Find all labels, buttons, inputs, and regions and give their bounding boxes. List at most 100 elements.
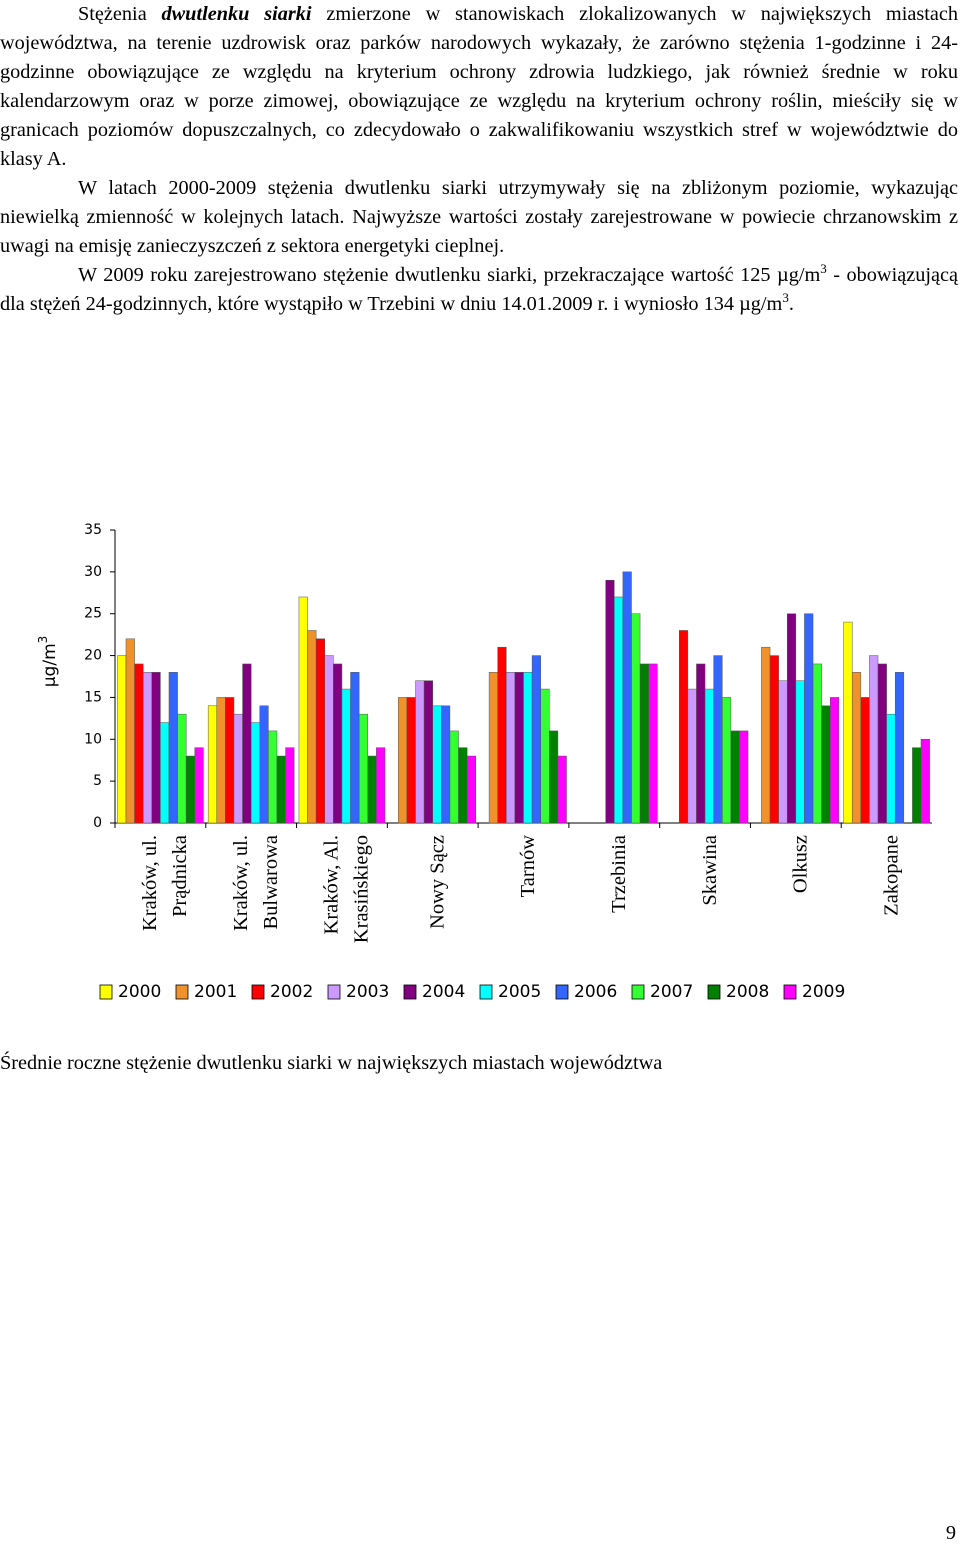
x-tick-label: Olkusz — [790, 835, 812, 893]
y-axis-label: µg/m3 — [36, 636, 61, 688]
legend-swatch — [783, 984, 797, 1000]
bar — [350, 672, 360, 824]
paragraph: W 2009 roku zarejestrowano stężenie dwut… — [0, 261, 958, 319]
x-tick-label: Kraków, ul. — [230, 835, 252, 931]
bar — [358, 713, 368, 824]
legend-label: 2005 — [498, 982, 541, 1002]
bar — [622, 571, 632, 824]
bar — [795, 680, 805, 824]
bar — [786, 613, 797, 824]
legend-label: 2006 — [574, 982, 617, 1002]
bar — [549, 730, 559, 824]
bar — [376, 747, 386, 824]
bar — [497, 646, 507, 824]
bar — [506, 672, 516, 824]
bar — [466, 755, 476, 824]
bar — [829, 697, 840, 824]
bar — [134, 663, 144, 824]
bar — [877, 663, 887, 824]
bar — [540, 688, 550, 824]
paragraph: Stężenia dwutlenku siarki zmierzone w st… — [0, 0, 958, 174]
legend-swatch — [555, 984, 569, 1000]
bar — [639, 663, 649, 824]
bar — [605, 579, 615, 824]
legend-label: 2003 — [346, 982, 389, 1002]
x-tick-label: Skawina — [699, 835, 721, 906]
bar — [307, 630, 317, 824]
legend-label: 2004 — [422, 982, 465, 1002]
bar — [843, 621, 853, 824]
bar — [531, 655, 541, 824]
text-run: . — [788, 293, 794, 315]
bar — [333, 663, 343, 824]
bar — [160, 722, 170, 824]
bar — [614, 596, 624, 824]
bar — [722, 697, 732, 824]
bar — [432, 705, 442, 824]
bar — [687, 688, 697, 824]
y-tick-label: 15 — [84, 689, 102, 705]
bar — [250, 722, 261, 824]
bar — [233, 713, 243, 824]
bar — [488, 672, 498, 824]
x-tick-label: Krasińskiego — [351, 835, 373, 943]
y-tick-label: 30 — [84, 564, 102, 580]
chart: 0 5 10 15 20 25 30 35 µg/m3 Kraków, ul. Prądnicka K… — [36, 522, 932, 1002]
bar — [259, 705, 269, 824]
legend-swatch — [707, 984, 721, 1000]
bar — [648, 663, 658, 824]
bar — [631, 613, 641, 824]
legend-swatch — [99, 984, 113, 1000]
y-tick-label: 35 — [84, 522, 102, 538]
bar — [441, 705, 451, 824]
bar — [276, 755, 286, 824]
bar — [523, 672, 533, 824]
bar — [778, 680, 788, 824]
legend-label: 2000 — [118, 982, 161, 1002]
bar — [142, 672, 153, 824]
bar — [713, 655, 723, 824]
superscript: 3 — [820, 261, 827, 277]
y-tick-label: 0 — [93, 815, 102, 831]
y-axis-label-text: µg/m — [40, 643, 60, 687]
bar — [194, 747, 204, 824]
bar — [298, 596, 308, 824]
paragraph: W latach 2000-2009 stężenia dwutlenku si… — [0, 174, 958, 261]
x-tick-label: Tarnów — [517, 835, 539, 898]
bar — [886, 713, 896, 824]
bar — [216, 697, 226, 824]
bar — [860, 697, 870, 824]
bar — [514, 672, 524, 824]
text-run: W 2009 roku zarejestrowano stężenie dwut… — [78, 264, 821, 286]
legend-label: 2008 — [726, 982, 769, 1002]
bar — [696, 663, 706, 824]
body-text: Stężenia dwutlenku siarki zmierzone w st… — [0, 0, 958, 319]
bar — [869, 655, 879, 824]
bar — [679, 630, 689, 824]
bar — [185, 755, 196, 824]
y-axis-label-sup: 3 — [36, 636, 50, 644]
bar — [704, 688, 714, 824]
x-tick-label: Nowy Sącz — [426, 835, 448, 929]
x-tick-label: Zakopane — [880, 835, 902, 916]
text-run: zmierzone w stanowiskach zlokalizowanych… — [0, 3, 959, 170]
bar — [912, 747, 922, 824]
y-tick-label: 20 — [84, 648, 102, 664]
bar — [177, 713, 187, 824]
bar — [367, 755, 377, 824]
bar — [761, 646, 771, 824]
legend-swatch — [251, 984, 265, 1000]
text-run: W latach 2000-2009 stężenia dwutlenku si… — [0, 177, 958, 257]
x-tick-label: Kraków, ul. — [139, 835, 161, 931]
bar — [739, 730, 749, 824]
y-tick-label: 25 — [84, 606, 102, 622]
bar — [423, 680, 433, 824]
bar — [398, 697, 408, 824]
y-tick-label: 10 — [84, 731, 102, 747]
bar — [242, 663, 252, 824]
bar — [168, 672, 178, 824]
bar — [769, 655, 779, 824]
bar — [268, 730, 278, 824]
bar — [812, 663, 822, 824]
